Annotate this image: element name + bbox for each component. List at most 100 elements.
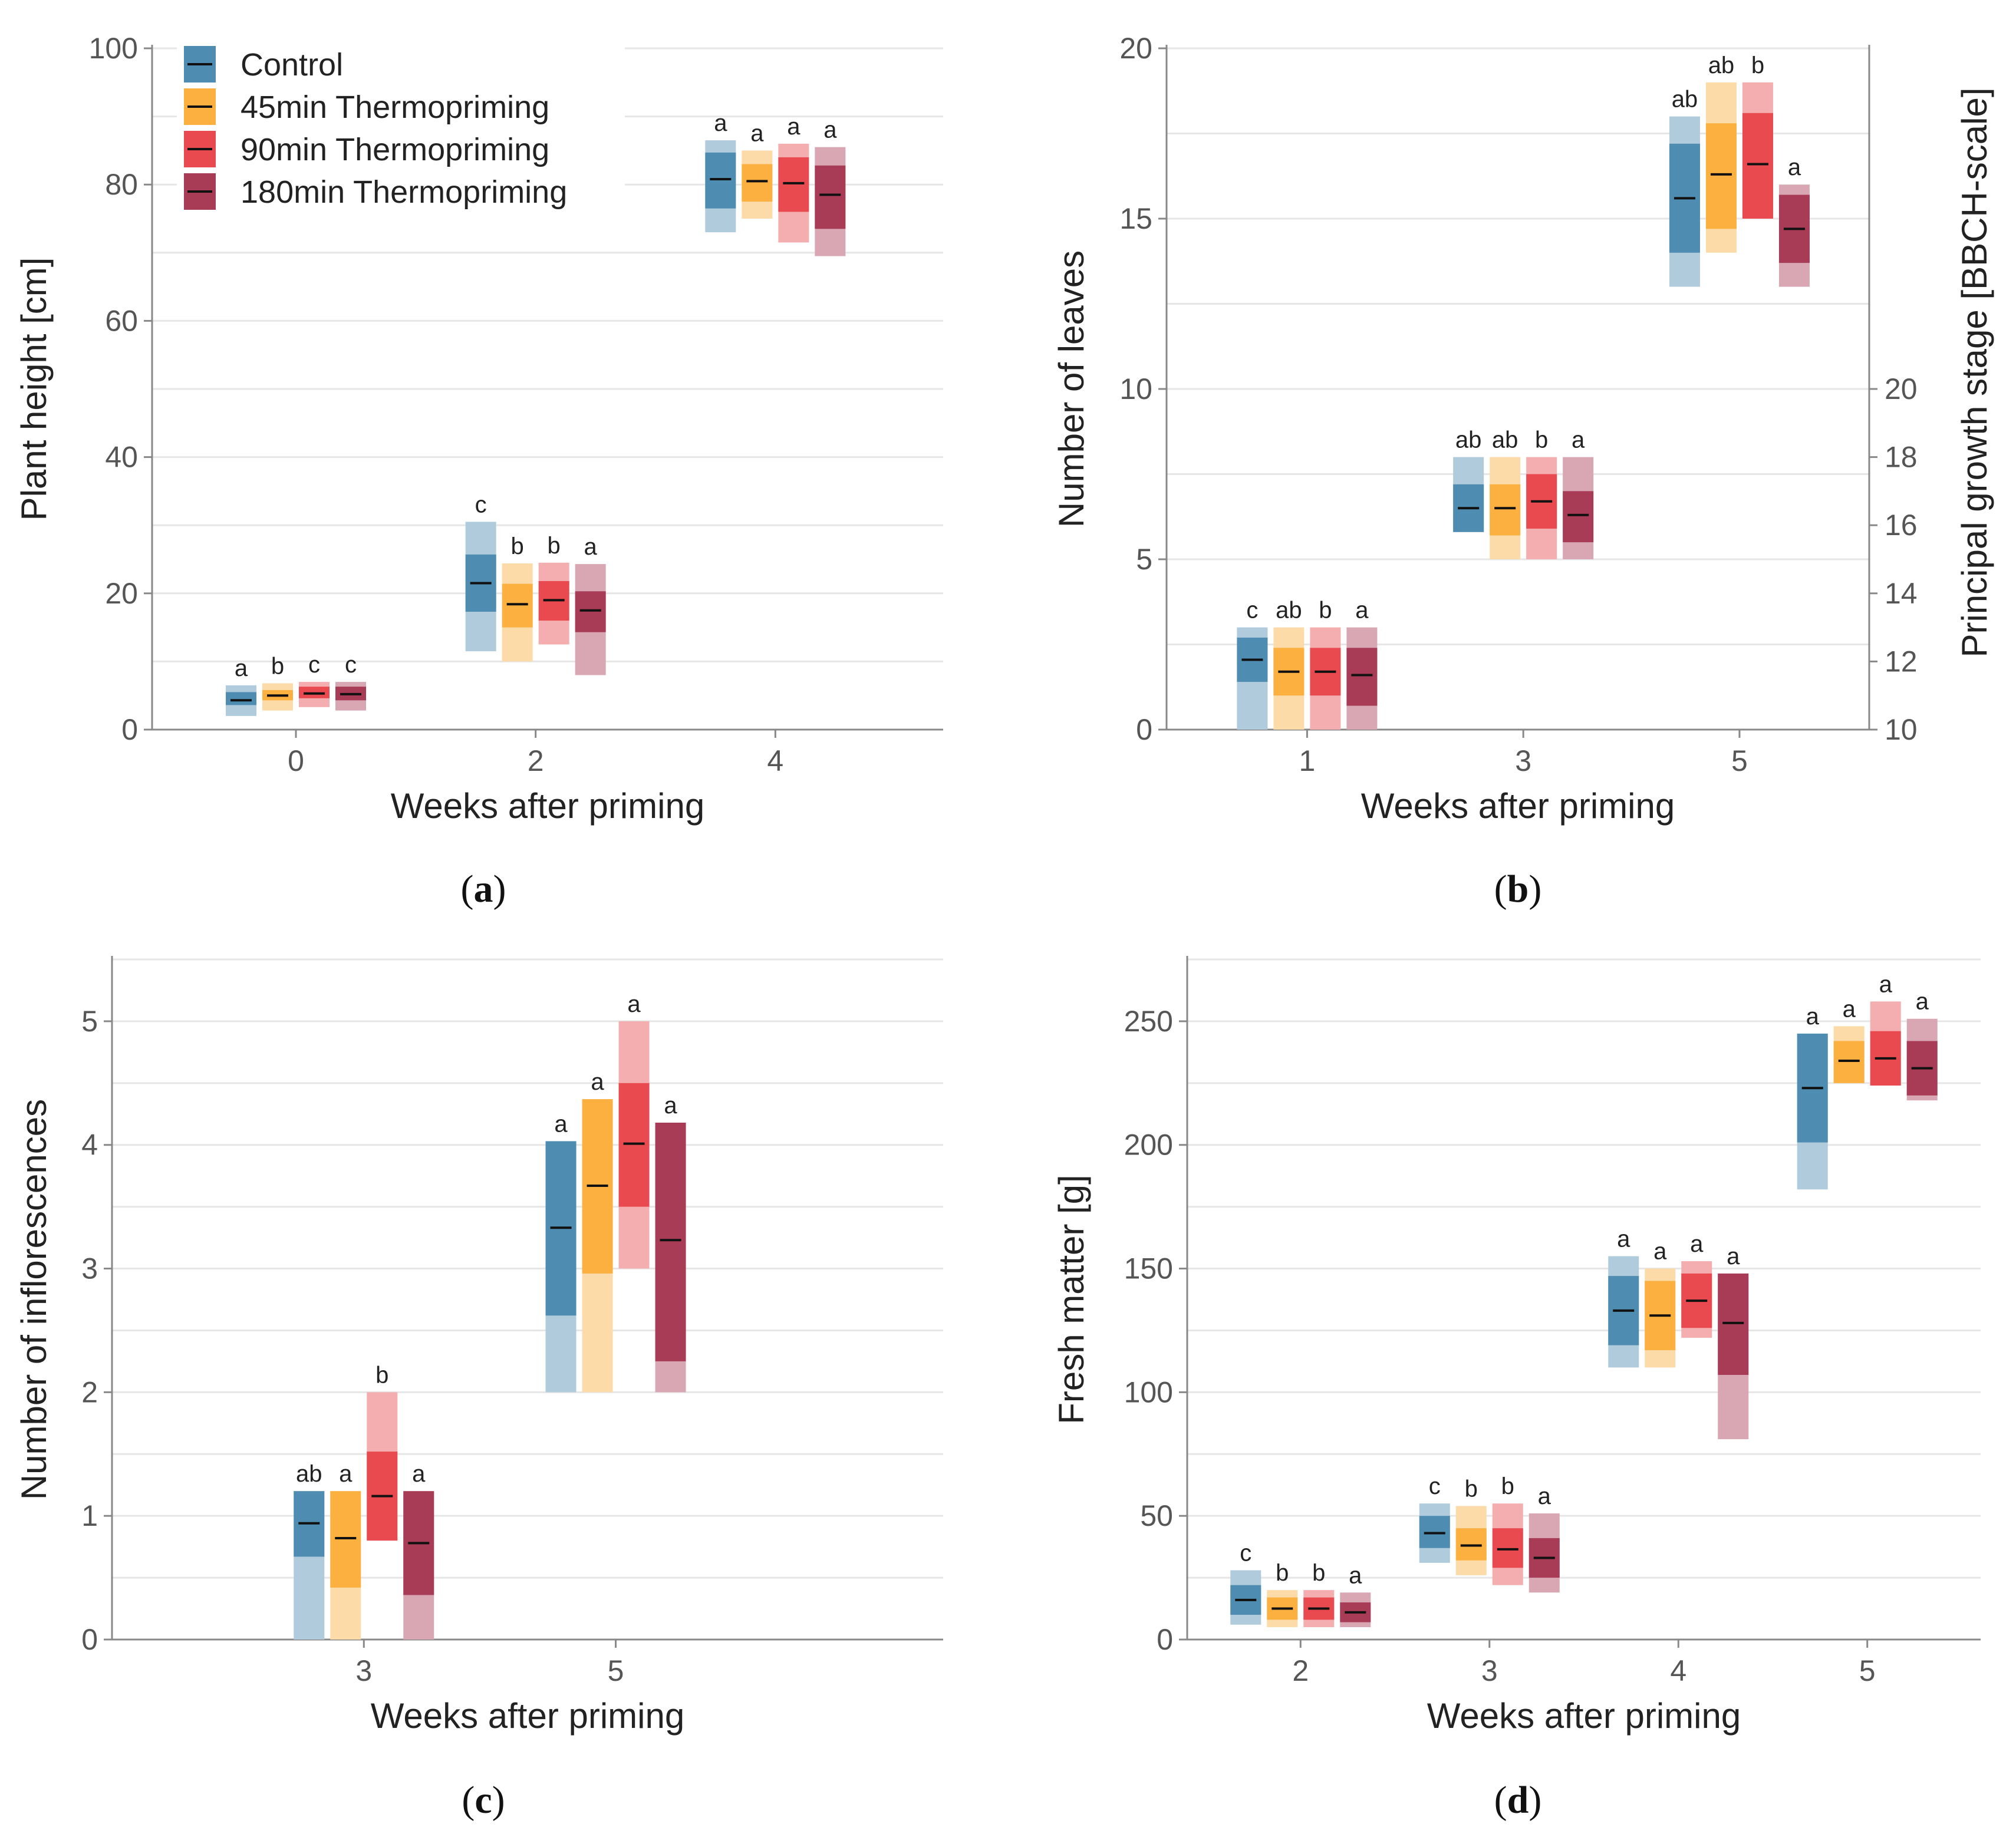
y-tick-label: 40 xyxy=(105,441,138,474)
y-tick-label: 20 xyxy=(105,577,138,610)
significance-letter: b xyxy=(1535,427,1548,453)
y-axis-label: Number of inflorescences xyxy=(14,1099,54,1500)
panel-label-paren-close: ) xyxy=(1529,1779,1541,1822)
significance-letter: a xyxy=(1916,989,1929,1015)
panel-label-letter: b xyxy=(1507,867,1529,911)
y-axis-label: Number of leaves xyxy=(1052,250,1091,527)
significance-letter: a xyxy=(1653,1239,1667,1265)
iqr-bar xyxy=(1833,1041,1865,1083)
iqr-bar xyxy=(1718,1273,1749,1375)
y2-tick-label: 10 xyxy=(1885,713,1918,746)
iqr-bar xyxy=(1346,648,1378,706)
significance-letter: ab xyxy=(1492,427,1518,453)
significance-letter: c xyxy=(1429,1473,1441,1499)
y2-tick-label: 12 xyxy=(1885,645,1918,678)
legend-background xyxy=(177,39,625,216)
y-tick-label: 5 xyxy=(1136,543,1152,576)
panel-c: 0 1 2 3 4 5 3 5 Weeks after priming Number of inf… xyxy=(14,956,943,1736)
y-tick-label: 50 xyxy=(1140,1499,1173,1532)
y-tick-label: 200 xyxy=(1124,1129,1173,1162)
significance-letter: a xyxy=(750,120,764,146)
significance-letter: b xyxy=(1276,1560,1289,1586)
y2-tick-label: 20 xyxy=(1885,372,1918,405)
y-tick-label: 0 xyxy=(81,1623,98,1656)
significance-letter: ab xyxy=(296,1461,322,1487)
x-tick-label: 3 xyxy=(355,1654,372,1687)
y2-tick-label: 18 xyxy=(1885,441,1918,474)
x-tick-label: 2 xyxy=(528,744,544,777)
significance-letter: b xyxy=(1751,52,1764,78)
iqr-bar xyxy=(778,157,809,212)
panel-label-letter: c xyxy=(475,1779,492,1822)
iqr-bar xyxy=(1563,491,1594,543)
significance-letter: a xyxy=(627,991,641,1017)
y-tick-label: 2 xyxy=(81,1376,98,1409)
y-tick-label: 4 xyxy=(81,1129,98,1162)
significance-letter: a xyxy=(1690,1231,1704,1257)
y-axis-label: Plant height [cm] xyxy=(14,258,54,521)
significance-letter: a xyxy=(1727,1243,1740,1269)
significance-letter: b xyxy=(1319,598,1332,624)
y-tick-label: 15 xyxy=(1119,202,1152,235)
significance-letter: a xyxy=(1788,154,1801,180)
x-tick-label: 2 xyxy=(1292,1654,1309,1687)
significance-letter: a xyxy=(1572,427,1585,453)
x-tick-label: 0 xyxy=(288,744,304,777)
significance-letter: a xyxy=(1355,598,1369,624)
significance-letter: a xyxy=(1843,996,1856,1022)
y2-tick-label: 16 xyxy=(1885,509,1918,542)
iqr-bar xyxy=(1490,484,1521,536)
significance-letter: a xyxy=(1349,1562,1362,1588)
x-axis-label: Weeks after priming xyxy=(1361,786,1675,826)
x-tick-label: 5 xyxy=(608,1654,624,1687)
iqr-bar xyxy=(575,591,606,632)
legend-entry: 45min Thermopriming xyxy=(241,90,549,125)
y-tick-label: 0 xyxy=(1136,713,1152,746)
panel-label: (d) xyxy=(1494,1779,1542,1822)
iqr-bar xyxy=(815,165,846,229)
legend-entry: Control xyxy=(241,47,343,83)
iqr-bar xyxy=(502,583,533,628)
significance-letter: b xyxy=(1312,1560,1325,1586)
panel-label: (c) xyxy=(462,1779,505,1822)
significance-letter: ab xyxy=(1708,52,1735,78)
y-tick-label: 60 xyxy=(105,304,138,337)
y2-axis-label: Principal growth stage [BBCH-scale] xyxy=(1955,87,1994,657)
y-tick-label: 3 xyxy=(81,1252,98,1285)
y2-tick-label: 14 xyxy=(1885,577,1918,610)
x-axis-label: Weeks after priming xyxy=(371,1696,684,1736)
iqr-bar xyxy=(1705,123,1737,229)
panel-label-paren-open: ( xyxy=(461,867,474,911)
significance-letter: a xyxy=(412,1461,426,1487)
y-tick-label: 10 xyxy=(1119,372,1152,405)
significance-letter: ab xyxy=(1276,598,1302,624)
significance-letter: a xyxy=(664,1093,677,1119)
x-tick-label: 3 xyxy=(1481,1654,1498,1687)
significance-letter: c xyxy=(1240,1541,1251,1566)
significance-letter: a xyxy=(714,110,727,136)
y-tick-label: 250 xyxy=(1124,1005,1173,1038)
x-axis-label: Weeks after priming xyxy=(391,786,704,826)
iqr-bar xyxy=(1742,113,1773,219)
significance-letter: a xyxy=(591,1069,604,1095)
iqr-bar xyxy=(330,1491,361,1588)
y-tick-label: 150 xyxy=(1124,1252,1173,1285)
significance-letter: a xyxy=(339,1461,353,1487)
x-tick-label: 3 xyxy=(1515,744,1531,777)
panel-a: 0 20 40 60 80 100 0 2 4 Weeks after priming Plant … xyxy=(14,32,943,826)
y-axis-label: Fresh matter [g] xyxy=(1052,1175,1091,1424)
y-tick-label: 0 xyxy=(1157,1623,1173,1656)
iqr-bar xyxy=(655,1122,686,1361)
iqr-bar xyxy=(618,1083,650,1207)
panel-label-paren-close: ) xyxy=(492,1779,505,1822)
panel-label-paren-open: ( xyxy=(462,1779,475,1822)
significance-letter: ab xyxy=(1455,427,1482,453)
iqr-bar xyxy=(705,152,736,209)
panel-label-paren-close: ) xyxy=(493,867,506,911)
panel-b: 0 5 10 15 20 1 3 5 Weeks after priming Number of … xyxy=(1052,32,1994,826)
significance-letter: b xyxy=(511,533,524,559)
significance-letter: a xyxy=(823,117,837,143)
significance-letter: a xyxy=(554,1111,568,1137)
significance-letter: a xyxy=(1879,971,1893,997)
legend-entry: 90min Thermopriming xyxy=(241,132,549,167)
